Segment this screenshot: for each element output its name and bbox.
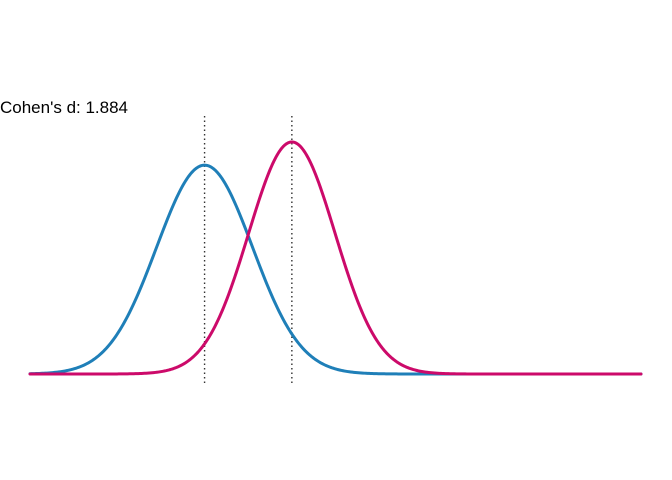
reference-lines [203, 116, 293, 386]
density-curve-1 [28, 163, 643, 376]
density-curves [28, 140, 643, 376]
density-curve-2 [28, 140, 643, 376]
chart-title: Cohen's d: 1.884 [0, 98, 128, 117]
